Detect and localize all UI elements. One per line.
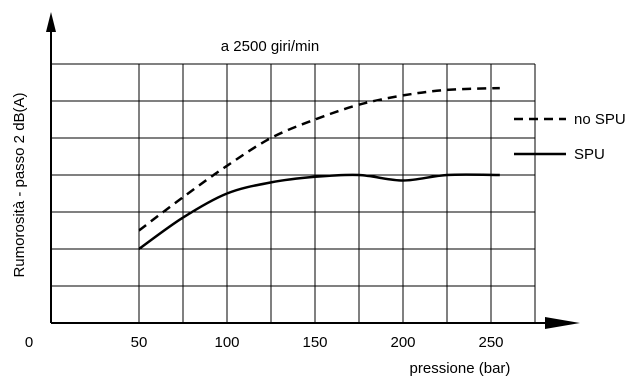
x-tick-label: 150 xyxy=(302,334,327,351)
chart-subtitle: a 2500 giri/min xyxy=(221,38,319,55)
x-tick-label: 250 xyxy=(478,334,503,351)
legend-label-spu: SPU xyxy=(574,146,605,163)
axes xyxy=(46,12,580,329)
x-tick-labels: 50 100 150 200 250 xyxy=(131,334,504,351)
x-tick-label: 100 xyxy=(214,334,239,351)
x-axis-label: pressione (bar) xyxy=(410,360,511,377)
series xyxy=(138,86,500,251)
legend: no SPU SPU xyxy=(514,111,626,163)
series-line-no-spu xyxy=(138,86,500,232)
grid xyxy=(51,63,536,323)
legend-label-no-spu: no SPU xyxy=(574,111,626,128)
x-tick-label: 50 xyxy=(131,334,148,351)
origin-label: 0 xyxy=(25,334,33,351)
y-axis-arrow xyxy=(46,12,56,32)
series-line-spu xyxy=(138,173,500,251)
x-tick-label: 200 xyxy=(390,334,415,351)
y-axis-label: Rumorosità - passo 2 dB(A) xyxy=(11,92,28,277)
x-axis-arrow xyxy=(545,317,580,329)
